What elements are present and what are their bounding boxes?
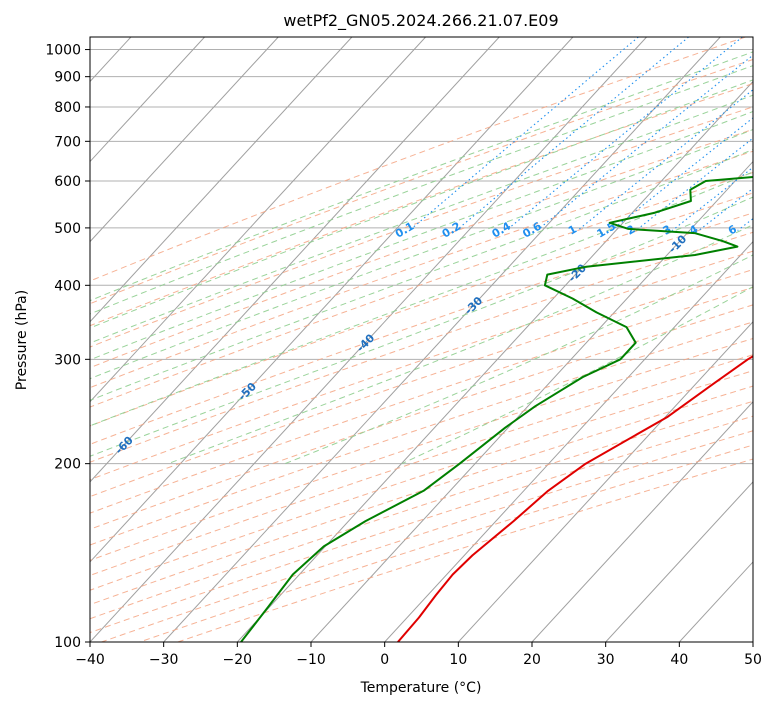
y-tick-label: 200 xyxy=(54,457,81,473)
dry-adiabat-line xyxy=(90,250,753,481)
dewpoint-line xyxy=(240,176,753,642)
mixing-ratio-label: 1 xyxy=(566,223,579,238)
line-labels: 0.10.20.40.611.52346810131620253036-100-… xyxy=(0,219,767,508)
dry-adiabat-line xyxy=(90,304,753,530)
x-tick-label: 10 xyxy=(449,652,467,668)
isotherm-line xyxy=(531,401,753,642)
moist-adiabat-line xyxy=(90,149,753,401)
dry-adiabat-line xyxy=(101,430,753,642)
moist-adiabat-line xyxy=(90,51,753,302)
isotherm-line xyxy=(310,160,753,642)
x-tick-label: 40 xyxy=(670,652,688,668)
dry-adiabat-line xyxy=(90,128,753,369)
moist-adiabat-line xyxy=(90,171,753,427)
y-tick-label: 900 xyxy=(54,70,81,86)
isotherm-line xyxy=(90,37,574,563)
y-axis: 100 200 300 400 500 600 700 800 900 1000 xyxy=(45,43,90,651)
dry-adiabat-line xyxy=(90,171,753,408)
dry-adiabat-line xyxy=(90,192,753,427)
y-tick-label: 400 xyxy=(54,278,81,294)
mixing-ratio-line xyxy=(455,37,689,231)
x-tick-label: −30 xyxy=(149,652,179,668)
y-axis-title: Pressure (hPa) xyxy=(14,290,30,390)
dry-adiabat-line xyxy=(90,58,753,305)
isotherm-line xyxy=(384,240,753,642)
y-tick-label: 800 xyxy=(54,100,81,116)
x-tick-label: 30 xyxy=(597,652,615,668)
isotherm-label: -70 xyxy=(0,485,15,508)
y-tick-label: 600 xyxy=(54,174,81,190)
isotherm-line xyxy=(605,481,753,642)
moist-adiabat-line xyxy=(90,94,753,344)
x-tick-label: −10 xyxy=(296,652,326,668)
chart-title: wetPf2_GN05.2024.266.21.07.E09 xyxy=(283,11,558,31)
mixing-ratio-label: 0.6 xyxy=(520,219,544,240)
dry-adiabat-line xyxy=(90,150,753,389)
dry-adiabat-line xyxy=(90,212,753,445)
dry-adiabat-line xyxy=(90,354,753,576)
mixing-ratio-label: 0.4 xyxy=(490,219,514,240)
mixing-ratio-line xyxy=(505,37,743,231)
isotherm-line xyxy=(90,37,205,163)
moist-adiabat-line xyxy=(90,65,753,315)
x-tick-label: 20 xyxy=(523,652,541,668)
moist-adiabat-line xyxy=(90,196,753,457)
isotherm-line xyxy=(752,641,753,642)
dry-adiabat-line xyxy=(90,337,753,561)
mixing-ratio-line xyxy=(766,37,775,231)
y-tick-label: 1000 xyxy=(45,43,81,59)
isotherm-line xyxy=(90,37,426,403)
profile-lines xyxy=(240,176,753,642)
mixing-ratio-line xyxy=(577,89,753,231)
mixing-ratio-label: 6 xyxy=(726,222,739,237)
mixing-ratio-label: 8 xyxy=(754,223,767,238)
isotherm-line xyxy=(90,37,500,483)
dry-adiabat-line xyxy=(139,444,753,642)
plot-frame xyxy=(89,36,754,643)
isotherm-line xyxy=(90,37,353,323)
isotherm-line xyxy=(236,80,753,642)
moist-adiabat-line xyxy=(90,79,753,329)
mixing-ratio-line xyxy=(409,37,639,231)
x-tick-label: −20 xyxy=(223,652,253,668)
y-tick-label: 700 xyxy=(54,134,81,150)
isotherm-line xyxy=(90,37,279,243)
moist-adiabat-line xyxy=(90,128,753,380)
x-tick-label: −40 xyxy=(75,652,105,668)
y-tick-label: 100 xyxy=(54,635,81,651)
isotherm-line xyxy=(163,37,721,642)
y-tick-label: 500 xyxy=(54,221,81,237)
x-tick-label: 0 xyxy=(380,652,389,668)
mixing-ratio-line xyxy=(671,166,753,231)
dry-adiabat-line xyxy=(90,106,753,348)
dry-adiabat-line xyxy=(90,415,753,634)
mixing-ratio-line xyxy=(698,187,753,231)
x-axis-title: Temperature (°C) xyxy=(360,680,482,696)
x-tick-label: 50 xyxy=(744,652,762,668)
isotherm-line xyxy=(678,561,753,642)
moist-adiabat-line xyxy=(401,286,753,465)
dry-adiabat-line xyxy=(90,385,753,606)
y-tick-label: 300 xyxy=(54,352,81,368)
mixing-ratio-line xyxy=(536,54,753,231)
background-lines xyxy=(90,37,775,642)
temperature-line xyxy=(397,355,753,642)
moist-adiabat-line xyxy=(90,110,753,361)
mixing-ratio-label: 0.2 xyxy=(440,220,463,241)
x-axis: −40 −30 −20 −10 0 10 20 30 40 50 xyxy=(75,642,762,668)
isotherm-line xyxy=(457,320,753,642)
